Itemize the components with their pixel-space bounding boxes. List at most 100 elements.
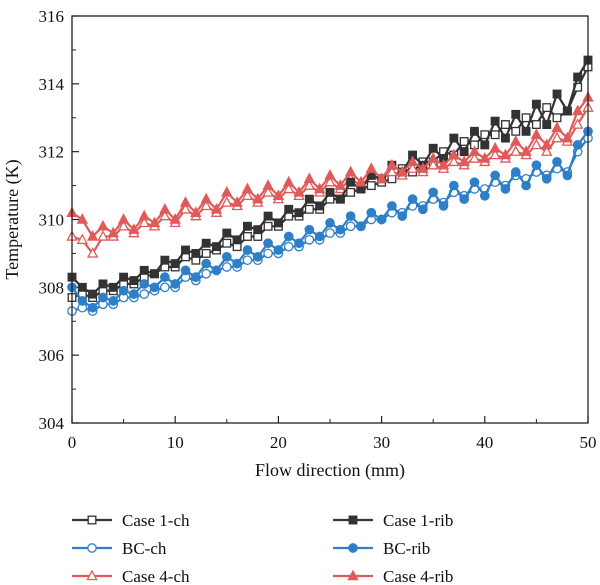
- data-point: [542, 120, 552, 129]
- data-point: [262, 185, 274, 197]
- legend-label: Case 4-ch: [122, 567, 190, 585]
- data-point: [86, 230, 99, 241]
- data-point: [531, 160, 542, 171]
- data-point: [562, 106, 572, 116]
- data-point: [500, 133, 510, 143]
- data-point: [150, 269, 160, 279]
- data-point: [489, 141, 501, 153]
- data-point: [376, 214, 387, 225]
- legend-swatch-marker: [348, 515, 358, 525]
- data-point: [169, 213, 181, 224]
- data-point: [212, 242, 221, 252]
- data-point: [324, 169, 336, 180]
- data-point: [427, 158, 439, 170]
- series-case-4-rib: [66, 91, 594, 241]
- data-point: [386, 165, 398, 177]
- data-point: [242, 255, 253, 266]
- data-point: [190, 272, 201, 283]
- y-tick-label: 308: [39, 278, 65, 297]
- data-point: [263, 211, 273, 221]
- data-point: [98, 279, 108, 289]
- legend-label: Case 1-rib: [383, 511, 453, 530]
- data-point: [459, 137, 469, 146]
- data-point: [365, 162, 377, 173]
- data-point: [500, 184, 511, 194]
- data-point: [480, 140, 490, 150]
- data-point: [221, 251, 232, 262]
- data-point: [138, 216, 150, 228]
- data-point: [241, 189, 254, 201]
- data-point: [86, 247, 99, 258]
- data-point: [211, 265, 222, 276]
- data-point: [160, 272, 170, 283]
- data-point: [468, 145, 481, 156]
- data-point: [530, 128, 543, 139]
- data-point: [304, 224, 315, 235]
- legend-item: Case 1-ch: [72, 511, 190, 530]
- data-point: [179, 202, 192, 214]
- data-point: [407, 194, 418, 204]
- data-point: [283, 241, 294, 252]
- data-point: [479, 190, 490, 201]
- data-point: [88, 289, 98, 299]
- data-point: [551, 121, 563, 133]
- data-point: [263, 221, 273, 231]
- data-point: [356, 221, 366, 232]
- data-point: [201, 258, 212, 269]
- data-point: [417, 162, 429, 173]
- data-point: [366, 207, 377, 218]
- legend-item: BC-ch: [72, 539, 167, 558]
- data-point: [190, 206, 202, 217]
- data-point: [210, 202, 223, 214]
- plot-frame: [71, 15, 589, 424]
- data-point: [510, 145, 522, 156]
- data-point: [159, 209, 171, 221]
- data-point: [139, 265, 149, 275]
- data-point: [375, 172, 388, 184]
- data-point: [345, 211, 356, 221]
- data-point: [551, 131, 563, 143]
- x-tick-label: 30: [373, 433, 390, 452]
- data-point: [222, 228, 232, 238]
- data-point: [449, 133, 459, 143]
- legend-swatch-marker: [348, 543, 358, 553]
- data-point: [489, 148, 501, 160]
- data-point: [222, 238, 232, 248]
- data-point: [470, 126, 479, 136]
- legend-swatch-marker: [87, 515, 97, 525]
- data-point: [448, 148, 460, 160]
- legend-item: Case 4-rib: [333, 567, 453, 585]
- data-point: [500, 120, 510, 129]
- data-point: [180, 265, 191, 276]
- legend-item: Case 1-rib: [333, 511, 453, 530]
- data-point: [170, 259, 180, 269]
- data-point: [273, 218, 283, 228]
- data-point: [334, 179, 347, 190]
- data-point: [118, 285, 129, 296]
- data-point: [490, 130, 500, 140]
- data-point: [521, 180, 531, 191]
- data-point: [335, 224, 346, 235]
- y-tick-label: 304: [39, 414, 65, 433]
- data-point: [479, 152, 491, 163]
- data-point: [458, 155, 470, 167]
- data-point: [552, 89, 562, 99]
- data-point: [283, 182, 295, 194]
- data-point: [499, 148, 512, 160]
- data-point: [314, 231, 325, 242]
- data-point: [149, 282, 160, 293]
- data-point: [283, 231, 294, 242]
- data-point: [77, 282, 87, 292]
- data-point: [139, 279, 150, 289]
- data-point: [241, 182, 254, 194]
- data-point: [108, 296, 119, 306]
- data-point: [304, 235, 315, 245]
- legend-swatch-marker: [347, 569, 359, 581]
- data-point: [160, 282, 170, 293]
- data-point: [97, 219, 109, 231]
- data-point: [263, 238, 273, 249]
- data-point: [541, 145, 553, 156]
- data-point: [294, 208, 304, 218]
- data-point: [304, 194, 314, 204]
- data-point: [511, 109, 521, 119]
